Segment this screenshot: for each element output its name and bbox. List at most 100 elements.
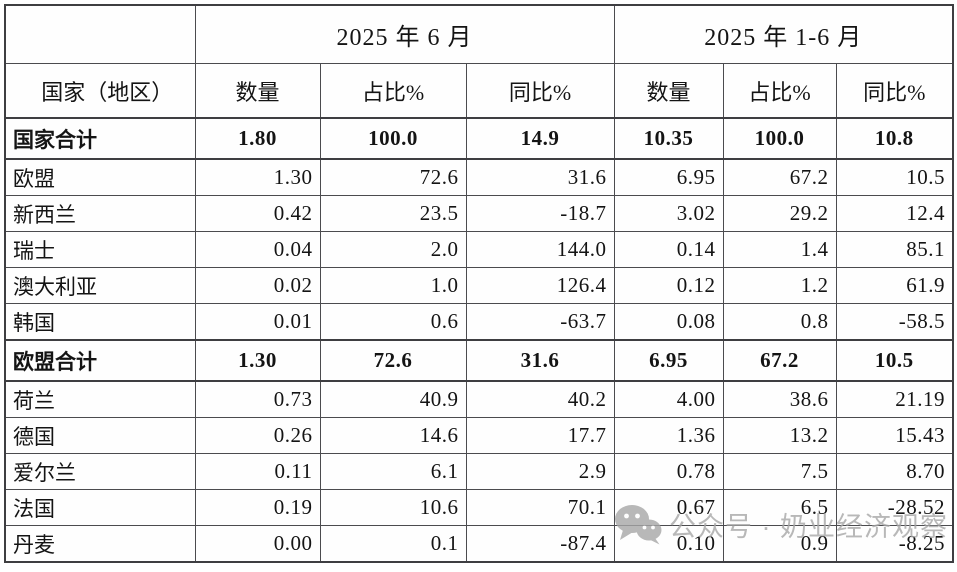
cell-value: 21.19 [835,380,954,418]
row-label: 丹麦 [4,525,196,563]
cell-value: 0.6 [319,303,467,341]
cell-value: 1.4 [722,231,837,268]
cell-value: 10.6 [319,489,467,526]
row-label: 瑞士 [4,231,196,268]
table-row: 丹麦 0.00 0.1 -87.4 0.10 0.9 -8.25 [4,525,954,563]
row-label: 国家合计 [4,117,196,160]
table-row: 法国 0.19 10.6 70.1 0.67 6.5 -28.52 [4,489,954,526]
table-body: 国家合计 1.80 100.0 14.9 10.35 100.0 10.8 欧盟 1.30 72.… [4,117,954,563]
row-label: 法国 [4,489,196,526]
cell-value: 2.9 [465,453,615,490]
row-label: 德国 [4,417,196,454]
cell-value: 0.12 [613,267,724,304]
cell-value: 0.00 [194,525,321,563]
cell-value: 17.7 [465,417,615,454]
table-row: 新西兰 0.42 23.5 -18.7 3.02 29.2 12.4 [4,195,954,232]
cell-value: 2.0 [319,231,467,268]
country-import-table: 2025 年 6 月 2025 年 1-6 月 国家（地区） 数量 占比% 同比… [4,4,954,563]
row-label: 荷兰 [4,380,196,418]
cell-value: 72.6 [319,158,467,196]
cell-value: -28.52 [835,489,954,526]
cell-value: 15.43 [835,417,954,454]
cell-value: 1.36 [613,417,724,454]
cell-value: -87.4 [465,525,615,563]
cell-value: 40.9 [319,380,467,418]
column-header-share: 占比% [722,63,837,119]
column-header-quantity: 数量 [194,63,321,119]
cell-value: 0.11 [194,453,321,490]
cell-value: 23.5 [319,195,467,232]
cell-value: 10.35 [613,117,724,160]
period-header-june: 2025 年 6 月 [194,4,615,64]
table-row: 欧盟 1.30 72.6 31.6 6.95 67.2 10.5 [4,158,954,196]
cell-value: 0.02 [194,267,321,304]
cell-value: 0.19 [194,489,321,526]
period-header-row: 2025 年 6 月 2025 年 1-6 月 [4,4,954,64]
cell-value: 40.2 [465,380,615,418]
row-label: 欧盟 [4,158,196,196]
row-label: 韩国 [4,303,196,341]
cell-value: 100.0 [319,117,467,160]
cell-value: 61.9 [835,267,954,304]
country-region-header: 国家（地区） [4,63,196,119]
cell-value: 0.9 [722,525,837,563]
table-row: 韩国 0.01 0.6 -63.7 0.08 0.8 -58.5 [4,303,954,341]
cell-value: 67.2 [722,158,837,196]
column-header-quantity: 数量 [613,63,724,119]
cell-value: 0.26 [194,417,321,454]
period-header-jan-june: 2025 年 1-6 月 [613,4,954,64]
cell-value: 6.1 [319,453,467,490]
corner-empty-cell [4,4,196,64]
cell-value: 12.4 [835,195,954,232]
cell-value: 0.08 [613,303,724,341]
row-label: 新西兰 [4,195,196,232]
cell-value: 0.1 [319,525,467,563]
cell-value: -58.5 [835,303,954,341]
cell-value: 31.6 [465,339,615,382]
cell-value: 14.9 [465,117,615,160]
column-header-row: 国家（地区） 数量 占比% 同比% 数量 占比% 同比% [4,63,954,119]
cell-value: 6.95 [613,339,724,382]
cell-value: 1.30 [194,339,321,382]
cell-value: 0.42 [194,195,321,232]
cell-value: 1.30 [194,158,321,196]
cell-value: 70.1 [465,489,615,526]
cell-value: 10.5 [835,339,954,382]
cell-value: 31.6 [465,158,615,196]
cell-value: 0.78 [613,453,724,490]
table-row: 德国 0.26 14.6 17.7 1.36 13.2 15.43 [4,417,954,454]
row-label: 澳大利亚 [4,267,196,304]
cell-value: 67.2 [722,339,837,382]
cell-value: 13.2 [722,417,837,454]
column-header-yoy: 同比% [465,63,615,119]
cell-value: 72.6 [319,339,467,382]
cell-value: -18.7 [465,195,615,232]
cell-value: 6.5 [722,489,837,526]
table-row: 瑞士 0.04 2.0 144.0 0.14 1.4 85.1 [4,231,954,268]
row-label: 欧盟合计 [4,339,196,382]
cell-value: 8.70 [835,453,954,490]
cell-value: 10.8 [835,117,954,160]
cell-value: 14.6 [319,417,467,454]
column-header-share: 占比% [319,63,467,119]
cell-value: 38.6 [722,380,837,418]
cell-value: -63.7 [465,303,615,341]
cell-value: 0.8 [722,303,837,341]
table-row: 澳大利亚 0.02 1.0 126.4 0.12 1.2 61.9 [4,267,954,304]
cell-value: 7.5 [722,453,837,490]
cell-value: 4.00 [613,380,724,418]
cell-value: 29.2 [722,195,837,232]
cell-value: 6.95 [613,158,724,196]
cell-value: 85.1 [835,231,954,268]
cell-value: 126.4 [465,267,615,304]
cell-value: 10.5 [835,158,954,196]
cell-value: 100.0 [722,117,837,160]
table-header: 2025 年 6 月 2025 年 1-6 月 国家（地区） 数量 占比% 同比… [4,4,954,119]
table-row: 爱尔兰 0.11 6.1 2.9 0.78 7.5 8.70 [4,453,954,490]
table-row: 荷兰 0.73 40.9 40.2 4.00 38.6 21.19 [4,380,954,418]
table-row: 欧盟合计 1.30 72.6 31.6 6.95 67.2 10.5 [4,339,954,382]
cell-value: 1.2 [722,267,837,304]
row-label: 爱尔兰 [4,453,196,490]
cell-value: 0.10 [613,525,724,563]
